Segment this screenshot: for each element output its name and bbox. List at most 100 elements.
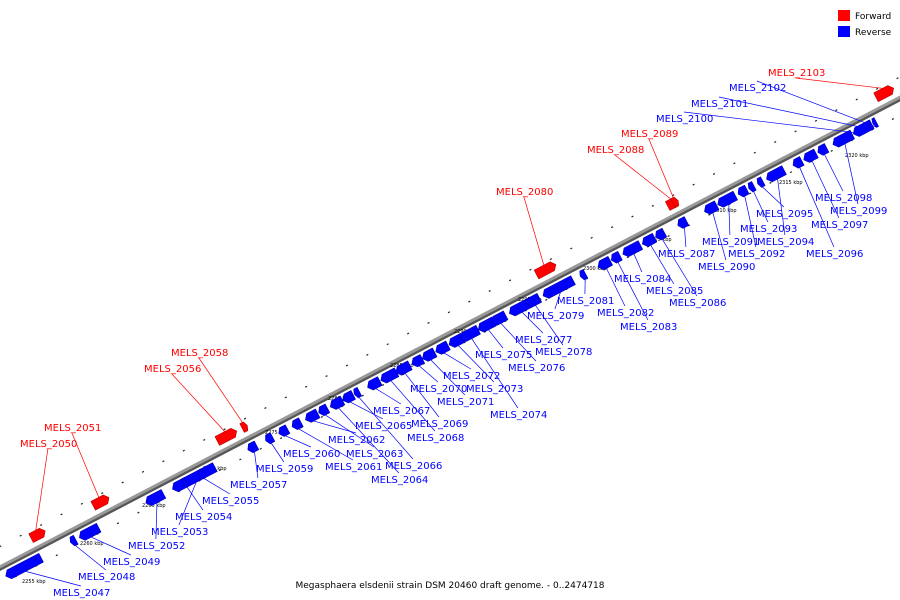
gene-label[interactable]: MELS_2098 — [815, 193, 872, 204]
gene-glyph-mels-2078[interactable] — [526, 292, 543, 308]
gene-label[interactable]: MELS_2099 — [830, 206, 887, 217]
gene-glyph-mels-2082[interactable] — [597, 255, 614, 271]
gene-label[interactable]: MELS_2071 — [437, 397, 494, 408]
gene-glyph-mels-2066[interactable] — [353, 386, 363, 399]
gene-glyph-mels-2093[interactable] — [747, 181, 757, 193]
gene-glyph-mels-2079[interactable] — [542, 275, 576, 299]
gene-glyph-mels-2076[interactable] — [491, 310, 509, 326]
gene-glyph-mels-2083[interactable] — [611, 250, 623, 264]
gene-glyph-mels-2086[interactable] — [655, 227, 668, 241]
gene-label[interactable]: MELS_2077 — [515, 335, 572, 346]
gene-glyph-mels-2048[interactable] — [69, 534, 79, 547]
gene-glyph-mels-2077[interactable] — [509, 297, 534, 317]
gene-label[interactable]: MELS_2058 — [171, 348, 228, 359]
gene-glyph-mels-2052[interactable] — [145, 489, 167, 506]
gene-glyph-mels-2080[interactable] — [533, 261, 557, 280]
gene-label[interactable]: MELS_2076 — [508, 363, 565, 374]
gene-glyph-mels-2092[interactable] — [737, 184, 750, 198]
gene-glyph-mels-2070[interactable] — [411, 354, 426, 368]
gene-label[interactable]: MELS_2085 — [646, 286, 703, 297]
gene-label[interactable]: MELS_2063 — [346, 449, 403, 460]
gene-glyph-mels-2054[interactable] — [181, 477, 190, 488]
gene-label[interactable]: MELS_2081 — [557, 296, 614, 307]
gene-glyph-mels-2049[interactable] — [79, 522, 102, 541]
gene-glyph-mels-2060[interactable] — [278, 424, 291, 437]
gene-glyph-mels-2095[interactable] — [756, 176, 766, 188]
gene-label[interactable]: MELS_2097 — [811, 220, 868, 231]
gene-glyph-mels-2091[interactable] — [717, 190, 739, 208]
gene-label[interactable]: MELS_2051 — [44, 423, 101, 434]
gene-label[interactable]: MELS_2052 — [128, 541, 185, 552]
gene-label[interactable]: MELS_2082 — [597, 308, 654, 319]
gene-glyph-mels-2057[interactable] — [247, 440, 260, 454]
gene-label[interactable]: MELS_2056 — [144, 364, 201, 375]
gene-label[interactable]: MELS_2065 — [355, 421, 412, 432]
gene-glyph-mels-2099[interactable] — [832, 129, 856, 148]
gene-glyph-mels-2058[interactable] — [239, 421, 249, 433]
gene-label[interactable]: MELS_2054 — [175, 512, 232, 523]
gene-label[interactable]: MELS_2087 — [658, 249, 715, 260]
gene-glyph-mels-2087[interactable] — [677, 216, 690, 229]
gene-glyph-mels-2085[interactable] — [642, 232, 658, 247]
gene-label[interactable]: MELS_2096 — [806, 249, 863, 260]
gene-glyph-mels-2065[interactable] — [342, 390, 356, 404]
gene-label[interactable]: MELS_2101 — [691, 99, 748, 110]
gene-label[interactable]: MELS_2090 — [698, 262, 755, 273]
gene-label[interactable]: MELS_2102 — [729, 83, 786, 94]
gene-label[interactable]: MELS_2073 — [466, 384, 523, 395]
gene-label[interactable]: MELS_2064 — [371, 475, 428, 486]
gene-glyph-mels-2056[interactable] — [214, 428, 237, 446]
gene-label[interactable]: MELS_2088 — [587, 145, 644, 156]
gene-label[interactable]: MELS_2092 — [728, 249, 785, 260]
gene-glyph-mels-2081[interactable] — [579, 268, 589, 281]
gene-glyph-mels-2047[interactable] — [5, 552, 44, 580]
gene-glyph-mels-2059[interactable] — [265, 432, 276, 445]
gene-label[interactable]: MELS_2070 — [410, 384, 467, 395]
gene-label[interactable]: MELS_2068 — [407, 433, 464, 444]
gene-label[interactable]: MELS_2089 — [621, 129, 678, 140]
gene-label[interactable]: MELS_2050 — [20, 439, 77, 450]
gene-label[interactable]: MELS_2083 — [620, 322, 677, 333]
gene-glyph-mels-2062[interactable] — [305, 408, 321, 423]
gene-label[interactable]: MELS_2103 — [768, 68, 825, 79]
gene-glyph-mels-2071[interactable] — [422, 347, 438, 362]
gene-glyph-mels-2102[interactable] — [871, 117, 880, 128]
gene-label[interactable]: MELS_2049 — [103, 557, 160, 568]
gene-label[interactable]: MELS_2057 — [230, 480, 287, 491]
gene-glyph-mels-2063[interactable] — [318, 403, 331, 417]
gene-glyph-mels-2090[interactable] — [704, 200, 720, 215]
gene-label[interactable]: MELS_2072 — [443, 371, 500, 382]
gene-glyph-mels-2050[interactable] — [28, 527, 46, 543]
gene-glyph-mels-2072[interactable] — [435, 340, 451, 355]
gene-label[interactable]: MELS_2048 — [78, 572, 135, 583]
gene-glyph-mels-2094[interactable] — [766, 165, 787, 183]
gene-glyph-mels-2069[interactable] — [395, 360, 413, 376]
gene-label[interactable]: MELS_2055 — [202, 496, 259, 507]
gene-glyph-mels-2098[interactable] — [817, 143, 830, 156]
gene-label[interactable]: MELS_2080 — [496, 187, 553, 198]
gene-glyph-mels-2084[interactable] — [622, 240, 644, 258]
gene-label[interactable]: MELS_2091 — [702, 237, 759, 248]
gene-glyph-mels-2103[interactable] — [873, 85, 894, 103]
gene-label[interactable]: MELS_2060 — [283, 449, 340, 460]
gene-glyph-mels-2061[interactable] — [291, 417, 304, 430]
gene-label[interactable]: MELS_2078 — [535, 347, 592, 358]
gene-label[interactable]: MELS_2079 — [527, 311, 584, 322]
gene-label[interactable]: MELS_2100 — [656, 114, 713, 125]
gene-label[interactable]: MELS_2062 — [328, 435, 385, 446]
gene-label[interactable]: MELS_2086 — [669, 298, 726, 309]
gene-glyph-mels-2097[interactable] — [803, 148, 819, 163]
gene-label[interactable]: MELS_2059 — [256, 464, 313, 475]
gene-label[interactable]: MELS_2094 — [757, 237, 814, 248]
gene-label[interactable]: MELS_2053 — [151, 527, 208, 538]
gene-label[interactable]: MELS_2069 — [411, 419, 468, 430]
gene-glyph-mels-2074[interactable] — [460, 324, 481, 342]
gene-label[interactable]: MELS_2084 — [614, 274, 671, 285]
gene-label[interactable]: MELS_2093 — [740, 224, 797, 235]
gene-glyph-mels-2055[interactable] — [198, 467, 207, 480]
gene-label[interactable]: MELS_2074 — [490, 410, 547, 421]
gene-glyph-mels-2089[interactable] — [670, 196, 680, 209]
gene-label[interactable]: MELS_2061 — [325, 462, 382, 473]
gene-glyph-mels-2068[interactable] — [380, 367, 400, 384]
gene-label[interactable]: MELS_2067 — [373, 406, 430, 417]
